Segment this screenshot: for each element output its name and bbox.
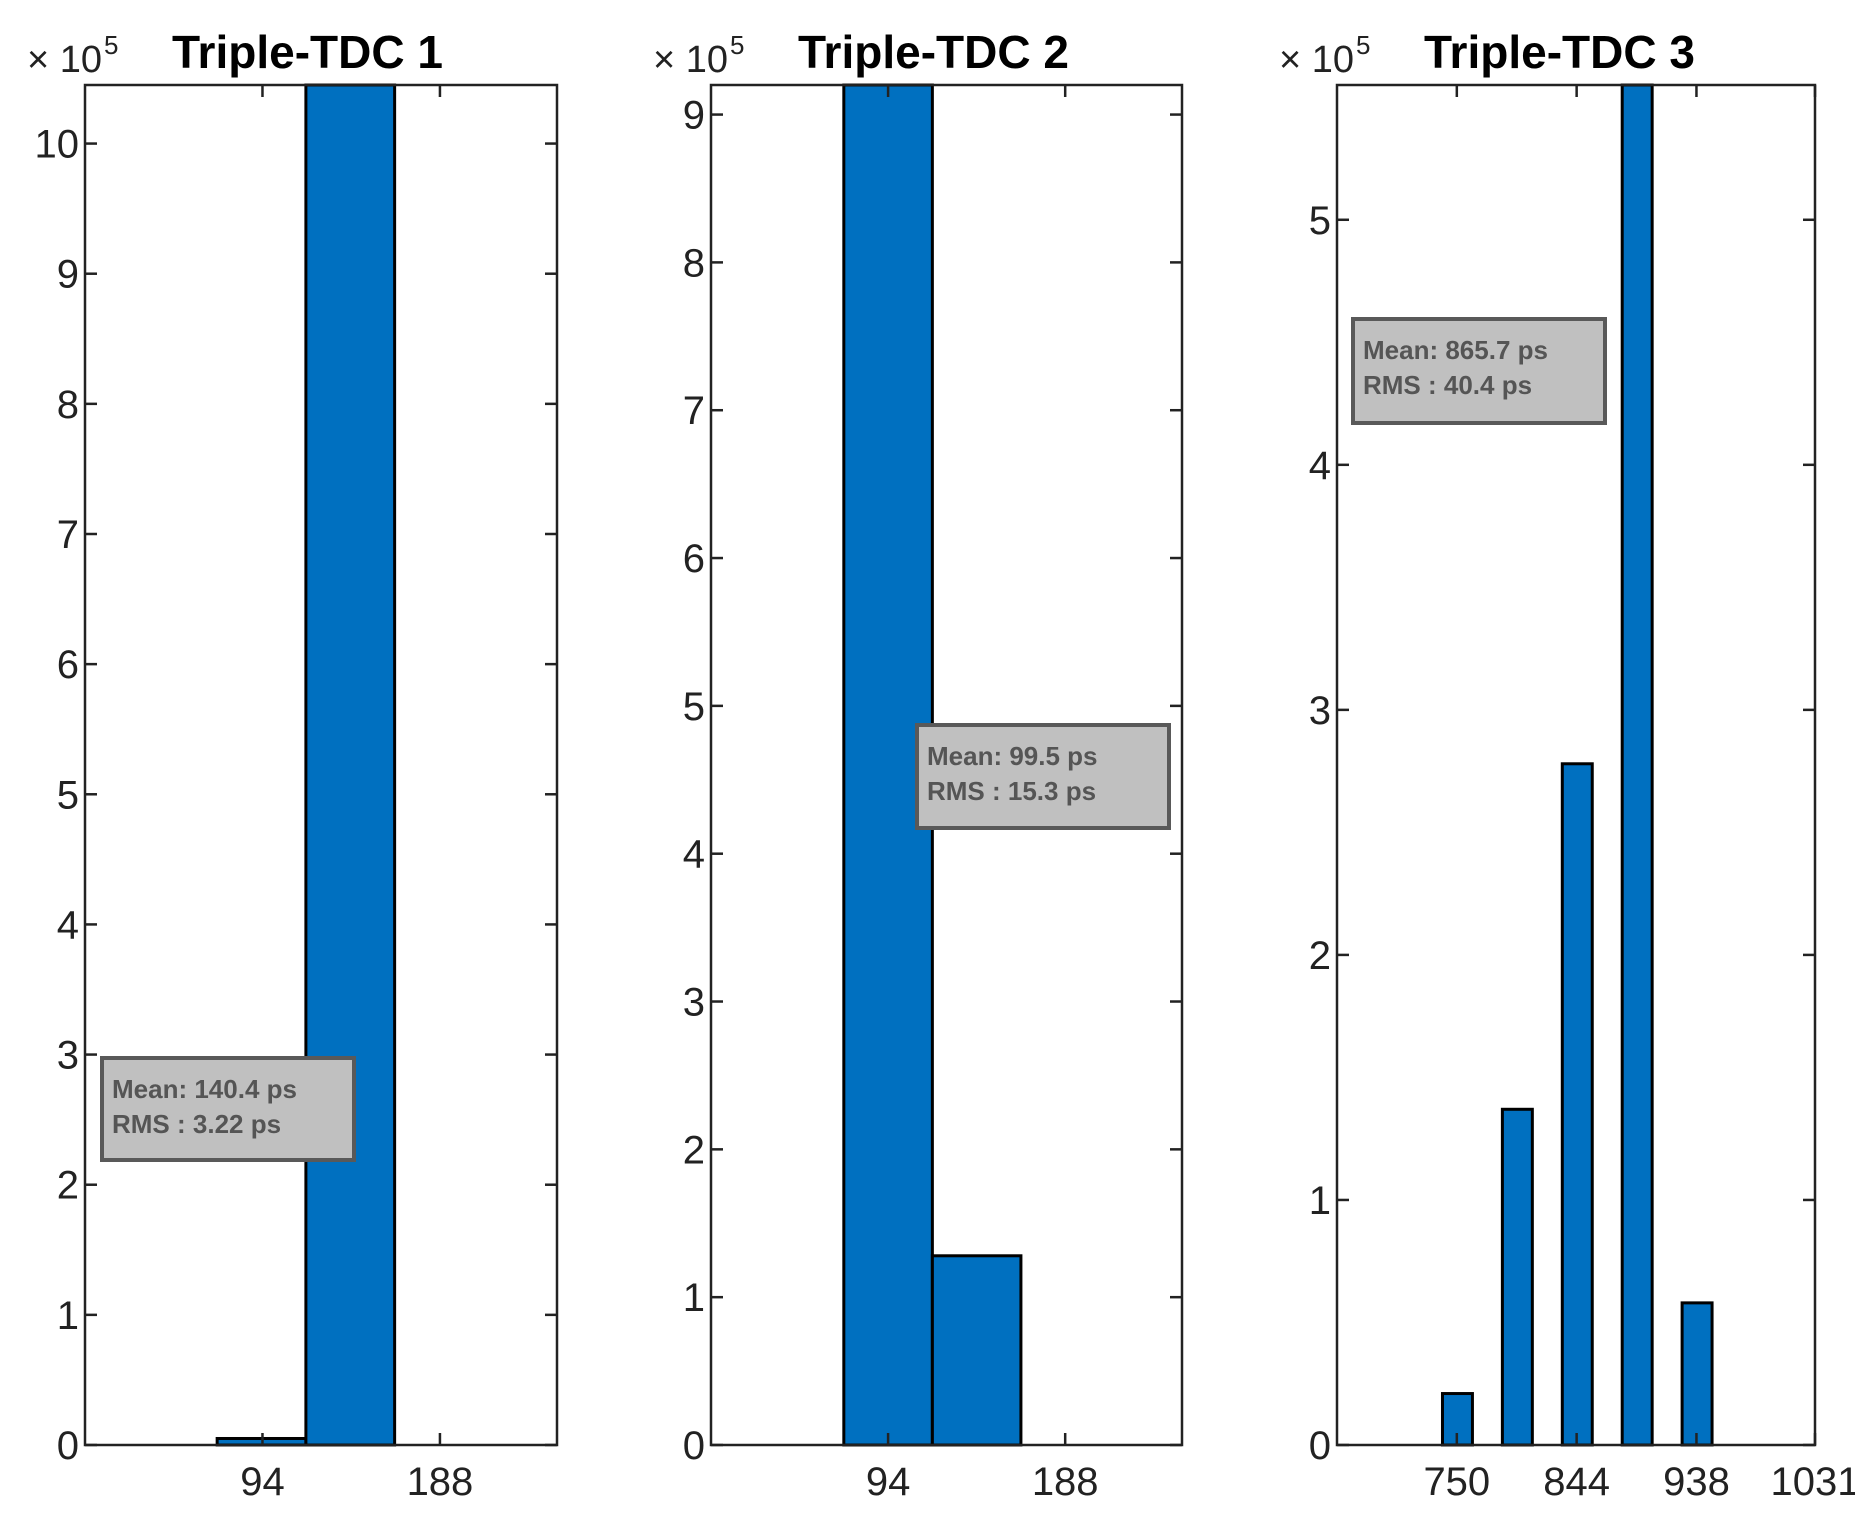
stats-rms: RMS : 40.4 ps [1363,370,1532,400]
y-tick-label: 0 [683,1424,705,1468]
stats-mean: Mean: 865.7 ps [1363,335,1548,365]
x-tick-label: 938 [1663,1460,1730,1504]
y-axis-multiplier: × 105 [27,30,119,81]
y-tick-label: 4 [683,833,705,877]
x-tick-label: 94 [240,1460,285,1504]
multiplier-exponent: 5 [730,30,744,60]
y-tick-label: 8 [683,241,705,285]
y-tick-label: 8 [57,383,79,427]
stats-box [1351,317,1607,425]
y-tick-label: 1 [57,1294,79,1338]
multiplier-exponent: 5 [1356,30,1370,60]
histogram-bar [930,1254,1023,1447]
stats-mean: Mean: 99.5 ps [927,741,1098,771]
y-tick-label: 3 [683,981,705,1025]
histogram-bar [1620,83,1654,1447]
y-tick-label: 4 [1309,444,1331,488]
y-tick-label: 2 [683,1128,705,1172]
chart-title: Triple-TDC 2 [798,26,1069,78]
chart-title: Triple-TDC 1 [172,26,443,78]
x-tick-label: 94 [866,1460,911,1504]
y-tick-label: 5 [57,773,79,817]
x-tick-label: 188 [1032,1460,1099,1504]
x-tick-label: 1031 [1771,1460,1855,1504]
y-tick-label: 5 [1309,199,1331,243]
y-tick-label: 10 [35,123,80,167]
y-axis-multiplier: × 105 [653,30,745,81]
stats-rms: RMS : 3.22 ps [112,1109,281,1139]
y-tick-label: 6 [57,643,79,687]
stats-box [915,723,1171,830]
y-tick-label: 3 [57,1034,79,1078]
y-axis-multiplier: × 105 [1279,30,1371,81]
y-tick-label: 3 [1309,689,1331,733]
axes-frame [709,83,1184,1447]
stats-mean: Mean: 140.4 ps [112,1074,297,1104]
multiplier-exponent: 5 [104,30,118,60]
histogram-bar [1680,1301,1714,1447]
y-tick-label: 2 [1309,934,1331,978]
y-tick-label: 6 [683,537,705,581]
y-tick-label: 1 [1309,1179,1331,1223]
x-tick-label: 188 [407,1460,474,1504]
stats-box [100,1056,356,1162]
y-tick-label: 9 [57,253,79,297]
stats-rms: RMS : 15.3 ps [927,776,1096,806]
multiplier-base: × 10 [27,39,102,81]
x-tick-label: 844 [1543,1460,1610,1504]
y-tick-label: 2 [57,1164,79,1208]
y-tick-label: 7 [57,513,79,557]
x-tick-label: 750 [1423,1460,1490,1504]
histogram-bar [1500,1107,1534,1447]
y-tick-label: 9 [683,94,705,138]
y-tick-label: 7 [683,389,705,433]
chart-title: Triple-TDC 3 [1424,26,1695,78]
axes-frame [83,83,559,1447]
y-tick-label: 0 [1309,1424,1331,1468]
y-tick-label: 1 [683,1276,705,1320]
multiplier-base: × 10 [1279,39,1354,81]
histogram-bar [1560,762,1594,1447]
multiplier-base: × 10 [653,39,728,81]
y-tick-label: 0 [57,1424,79,1468]
y-tick-label: 5 [683,685,705,729]
y-tick-label: 4 [57,903,79,947]
histogram-bar [304,83,397,1447]
